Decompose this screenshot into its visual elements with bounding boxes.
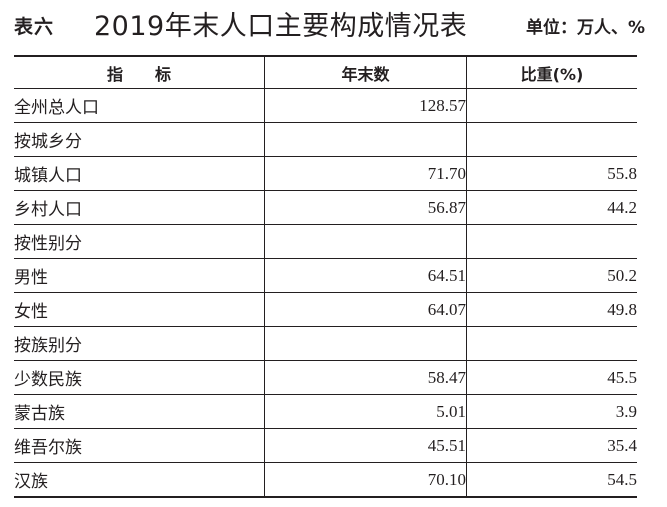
header-indicator: 指 标 [14, 55, 265, 89]
row-label: 女性 [14, 292, 265, 327]
row-share-value [466, 224, 637, 259]
row-year-end-value [264, 326, 467, 361]
table-row: 按城乡分 [14, 122, 637, 157]
row-label: 按性别分 [14, 224, 265, 259]
table-row: 维吾尔族 45.51 35.4 [14, 428, 637, 463]
unit-note: 单位：万人、% [525, 18, 645, 38]
table-row: 乡村人口 56.87 44.2 [14, 190, 637, 225]
row-share-value: 49.8 [466, 292, 637, 327]
table-row: 男性 64.51 50.2 [14, 258, 637, 293]
table-row: 少数民族 58.47 45.5 [14, 360, 637, 395]
row-year-end-value: 64.51 [264, 258, 467, 293]
row-year-end-value: 70.10 [264, 462, 467, 498]
row-label: 全州总人口 [14, 88, 265, 123]
row-year-end-value: 71.70 [264, 156, 467, 191]
row-share-value: 3.9 [466, 394, 637, 429]
row-share-value: 35.4 [466, 428, 637, 463]
row-label: 按族别分 [14, 326, 265, 361]
table-row: 按性别分 [14, 224, 637, 259]
row-share-value [466, 326, 637, 361]
table-body: 全州总人口 128.57 按城乡分 城镇人口 71.70 55.8 乡村人口 56.87 44.… [14, 88, 637, 498]
row-share-value: 54.5 [466, 462, 637, 498]
table-row: 汉族 70.10 54.5 [14, 462, 637, 498]
row-year-end-value [264, 122, 467, 157]
row-label: 维吾尔族 [14, 428, 265, 463]
table-row: 城镇人口 71.70 55.8 [14, 156, 637, 191]
row-label: 汉族 [14, 462, 265, 498]
row-share-value: 45.5 [466, 360, 637, 395]
row-share-value: 55.8 [466, 156, 637, 191]
row-year-end-value: 56.87 [264, 190, 467, 225]
row-label: 城镇人口 [14, 156, 265, 191]
table-number: 表六 [14, 16, 55, 38]
header-year-end: 年末数 [264, 55, 467, 89]
row-label: 按城乡分 [14, 122, 265, 157]
header-row: 指 标 年末数 比重(%) [14, 55, 637, 89]
row-year-end-value: 45.51 [264, 428, 467, 463]
table-row: 女性 64.07 49.8 [14, 292, 637, 327]
population-table: 指 标 年末数 比重(%) 全州总人口 128.57 按城乡分 城镇人口 71.70 55… [14, 55, 637, 498]
table-title: 2019年末人口主要构成情况表 [94, 11, 468, 42]
row-label: 乡村人口 [14, 190, 265, 225]
table-row: 蒙古族 5.01 3.9 [14, 394, 637, 429]
row-share-value [466, 88, 637, 123]
row-label: 蒙古族 [14, 394, 265, 429]
title-bar: 表六 2019年末人口主要构成情况表 单位：万人、% [0, 0, 667, 46]
row-label: 少数民族 [14, 360, 265, 395]
row-label: 男性 [14, 258, 265, 293]
table-row: 全州总人口 128.57 [14, 88, 637, 123]
row-year-end-value: 5.01 [264, 394, 467, 429]
table-row: 按族别分 [14, 326, 637, 361]
row-year-end-value: 58.47 [264, 360, 467, 395]
row-share-value [466, 122, 637, 157]
row-year-end-value [264, 224, 467, 259]
row-year-end-value: 64.07 [264, 292, 467, 327]
row-share-value: 44.2 [466, 190, 637, 225]
header-share: 比重(%) [466, 55, 637, 89]
row-year-end-value: 128.57 [264, 88, 467, 123]
row-share-value: 50.2 [466, 258, 637, 293]
